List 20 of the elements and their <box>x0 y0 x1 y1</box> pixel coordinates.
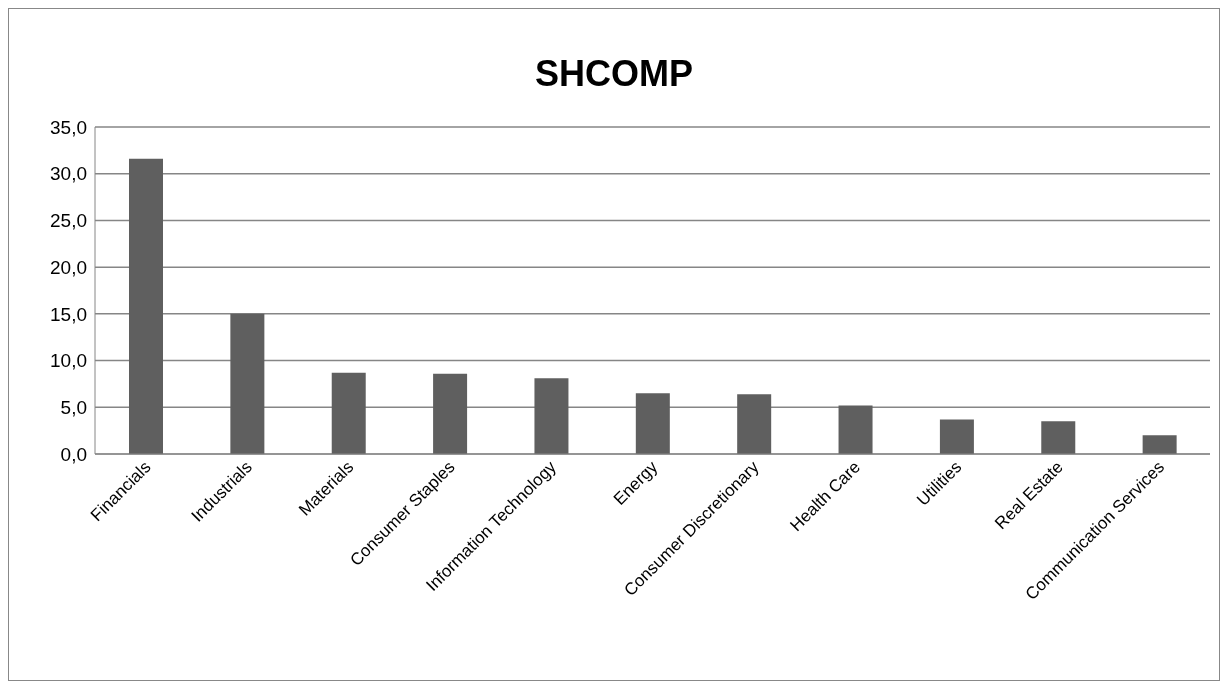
bar <box>331 372 366 454</box>
y-tick-label: 35,0 <box>50 116 87 138</box>
y-tick-label: 10,0 <box>50 350 87 372</box>
bar <box>635 393 670 454</box>
y-tick-label: 0,0 <box>60 443 87 465</box>
y-tick-label: 15,0 <box>50 303 87 325</box>
bar <box>737 394 772 454</box>
bar <box>433 373 468 454</box>
bar <box>534 378 569 454</box>
y-tick-label: 30,0 <box>50 163 87 185</box>
bar <box>1142 435 1177 454</box>
bar <box>1041 421 1076 454</box>
bar <box>838 405 873 454</box>
bar <box>939 419 974 454</box>
y-tick-label: 5,0 <box>60 397 87 419</box>
y-tick-label: 20,0 <box>50 256 87 278</box>
bar <box>129 158 163 454</box>
bar <box>230 313 265 454</box>
y-tick-label: 25,0 <box>50 210 87 232</box>
chart-title: SHCOMP <box>534 53 694 95</box>
